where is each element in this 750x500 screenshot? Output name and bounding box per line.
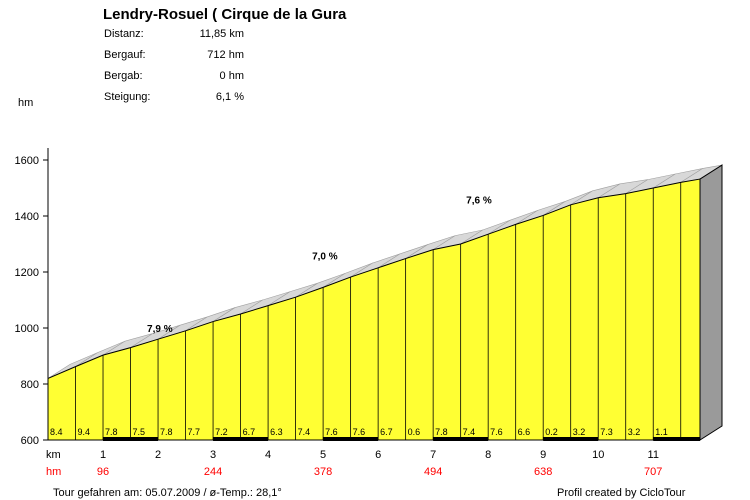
segment-gradient-label: 6.6	[518, 427, 531, 437]
segment-gradient-label: 8.4	[50, 427, 63, 437]
segment-gradient-label: 7.5	[133, 427, 146, 437]
segment-gradient-label: 3.2	[573, 427, 586, 437]
hm-value-label: 638	[534, 466, 552, 478]
x-tick-label: 7	[430, 449, 436, 461]
segment-gradient-label: 7.8	[435, 427, 448, 437]
segment-gradient-label: 6.7	[243, 427, 256, 437]
stat-label: Bergab:	[104, 70, 143, 82]
hm-value-label: 96	[97, 466, 109, 478]
km-bar-segment	[213, 437, 269, 441]
segment-gradient-label: 0.6	[408, 427, 421, 437]
hm-value-label: 378	[314, 466, 332, 478]
x-tick-label: 3	[210, 449, 216, 461]
y-tick-label: 600	[21, 435, 39, 447]
km-bar-segment	[543, 437, 599, 441]
stat-value: 712 hm	[207, 49, 244, 61]
hm-value-label: 494	[424, 466, 442, 478]
hm-row-label: hm	[46, 466, 61, 478]
chart-title: Lendry-Rosuel ( Cirque de la Gura	[103, 6, 347, 23]
segment-gradient-label: 7.6	[490, 427, 503, 437]
segment-gradient-label: 7.7	[188, 427, 201, 437]
stat-gradient: Steigung: 6,1 %	[104, 91, 244, 112]
x-tick-label: 2	[155, 449, 161, 461]
tour-stats: Distanz: 11,85 km Bergauf: 712 hm Bergab: 0…	[104, 28, 244, 112]
km-bar-segment	[323, 437, 379, 441]
x-tick-label: 6	[375, 449, 381, 461]
segment-gradient-label: 7.8	[105, 427, 118, 437]
x-tick-label: 11	[648, 449, 659, 461]
stat-label: Distanz:	[104, 28, 144, 40]
stat-ascent: Bergauf: 712 hm	[104, 49, 244, 70]
segment-gradient-label: 7.6	[325, 427, 338, 437]
tour-date-footer: Tour gefahren am: 05.07.2009 / ø-Temp.: …	[53, 487, 282, 499]
gradient-annotation: 7,9 %	[147, 324, 173, 335]
y-tick-label: 1000	[15, 323, 39, 335]
segment-gradient-label: 7.8	[160, 427, 173, 437]
segment-gradient-label: 7.4	[298, 427, 311, 437]
y-tick-label: 1200	[15, 267, 39, 279]
km-bar-segment	[103, 437, 159, 441]
segment-gradient-label: 3.2	[628, 427, 641, 437]
hm-value-label: 707	[644, 466, 662, 478]
x-tick-label: 8	[485, 449, 491, 461]
stat-value: 0 hm	[219, 70, 244, 82]
km-bar-segment	[433, 437, 489, 441]
segment-gradient-label: 9.4	[78, 427, 91, 437]
x-tick-label: 9	[540, 449, 546, 461]
y-tick-label: 1400	[15, 211, 39, 223]
stat-descent: Bergab: 0 hm	[104, 70, 244, 91]
stat-label: Bergauf:	[104, 49, 146, 61]
segment-gradient-label: 6.3	[270, 427, 283, 437]
y-axis-unit: hm	[18, 97, 34, 109]
segment-gradient-label: 7.4	[463, 427, 476, 437]
gradient-annotation: 7,0 %	[312, 251, 338, 262]
x-tick-label: 5	[320, 449, 326, 461]
stat-distance: Distanz: 11,85 km	[104, 28, 244, 49]
y-tick-label: 1600	[15, 155, 39, 167]
x-tick-label: 10	[592, 449, 604, 461]
segment-gradient-label: 7.2	[215, 427, 228, 437]
gradient-annotation: 7,6 %	[466, 195, 492, 206]
segment-gradient-label: 6.7	[380, 427, 393, 437]
segment-gradient-label: 7.3	[600, 427, 613, 437]
elevation-area	[47, 178, 701, 441]
stat-value: 6,1 %	[215, 91, 244, 103]
x-tick-label: 4	[265, 449, 271, 461]
credit-footer: Profil created by CicloTour	[557, 487, 686, 499]
segment-gradient-label: 7.6	[353, 427, 366, 437]
segment-gradient-label: 1.1	[655, 427, 668, 437]
stat-value: 11,85 km	[199, 28, 244, 40]
stat-label: Steigung:	[104, 91, 151, 103]
segment-gradient-label: 0.2	[545, 427, 558, 437]
x-tick-label: 1	[100, 449, 106, 461]
hm-value-label: 244	[204, 466, 222, 478]
y-tick-label: 800	[21, 379, 39, 391]
x-axis-label-km: km	[46, 449, 61, 461]
km-bar-segment	[653, 437, 700, 441]
profile-side-face	[699, 164, 723, 441]
